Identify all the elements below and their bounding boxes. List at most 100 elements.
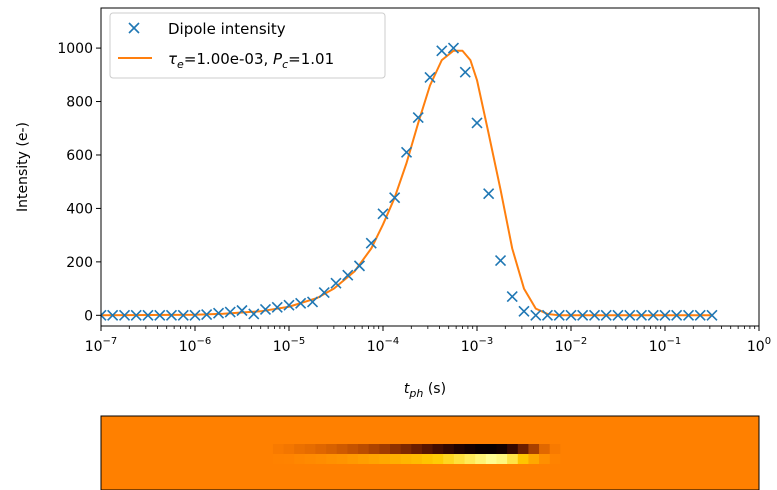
heatmap-cell [485,454,497,464]
heatmap-cell [304,454,316,464]
x-tick-label: 10−3 [461,336,494,355]
heatmap-cell [304,444,316,454]
data-point [389,192,401,204]
data-point [330,277,342,289]
y-tick-label: 0 [84,308,93,324]
heatmap-cell [272,444,284,454]
data-point [671,309,683,321]
data-point [201,308,213,321]
heatmap-cell [294,444,306,454]
heatmap-cell [549,454,561,464]
data-point [118,309,131,321]
legend-tau-value: =1.00e-03, [184,50,273,68]
data-point [224,306,236,318]
legend-tau-symbol: τ [168,50,178,68]
data-point [353,260,366,272]
data-point [365,237,377,249]
data-point [506,291,518,303]
heatmap-cell [539,444,551,454]
data-point [577,309,589,321]
x-tick-label: 10−1 [649,336,682,355]
data-point [101,309,107,321]
data-point [706,309,718,321]
data-point [177,309,189,321]
data-point [436,45,448,57]
heatmap-cell [251,454,263,464]
heatmap-cell [358,444,370,454]
heatmap-cell [453,444,465,454]
series-layer [101,42,718,321]
data-point [659,309,671,321]
heatmap-cell [251,444,263,454]
heatmap-cell [560,444,572,454]
heatmap-cell [507,454,519,464]
heatmap-cell [475,444,487,454]
y-axis-title: Intensity (e-) [15,122,31,212]
heatmap-cell [336,454,348,464]
legend-tau-subscript: e [177,58,184,71]
y-tick-label: 600 [66,148,93,164]
data-point [612,309,624,321]
intensity-heatmap [100,415,760,490]
data-point [283,299,295,311]
heatmap-cell [358,454,370,464]
heatmap-cell [464,444,476,454]
heatmap-cell [432,454,444,464]
data-point [541,309,554,321]
data-point [259,303,272,315]
data-point [212,307,225,319]
heatmap-cells [251,444,572,464]
heatmap-cell [294,454,306,464]
heatmap-cell [400,454,412,464]
heatmap-cell [283,444,295,454]
x-axis-title-main: t [404,381,410,397]
data-point [165,309,178,321]
data-point [447,42,460,54]
x-tick-label: 100 [747,336,771,355]
heatmap-cell [315,444,327,454]
data-point [553,309,565,321]
heatmap-cell [315,454,327,464]
heatmap-cell [411,454,423,464]
y-tick-label: 400 [66,201,93,217]
plot-frame [100,7,760,327]
data-point [412,111,424,124]
data-point [635,309,648,321]
heatmap-cell [421,444,433,454]
data-point [424,71,436,84]
heatmap-cell [347,444,359,454]
y-tick-label: 800 [66,95,93,111]
heatmap-cell [443,444,455,454]
data-point [248,308,260,320]
legend: Dipole intensity τe=1.00e-03, Pc=1.01 [109,12,386,79]
x-axis-title-unit: (s) [423,381,446,397]
data-point [682,309,695,321]
heatmap-cell [390,444,402,454]
heatmap-cell [421,454,433,464]
heatmap-cell [411,444,423,454]
data-point [565,309,577,321]
heatmap-frame [100,415,760,490]
heatmap-cell [443,454,455,464]
y-axis-ticks: 0 200 400 600 800 1000 [57,41,101,324]
heatmap-cell [347,454,359,464]
data-point [271,301,283,313]
data-point [342,269,354,281]
data-point [236,304,248,317]
heatmap-cell [368,454,380,464]
heatmap-cell [517,444,529,454]
x-tick-label: 10−6 [179,336,212,355]
data-point [471,117,483,129]
heatmap-cell [507,444,519,454]
data-point [518,305,530,317]
heatmap-cell [496,444,508,454]
heatmap-cell [453,454,465,464]
data-point [318,287,330,299]
heatmap-cell [496,454,508,464]
heatmap-cell [528,444,540,454]
x-axis-ticks: 10−7 10−6 10−5 10−4 10−3 10−2 10−1 100 [85,326,771,355]
data-point [107,309,119,321]
heatmap-cell [326,454,338,464]
